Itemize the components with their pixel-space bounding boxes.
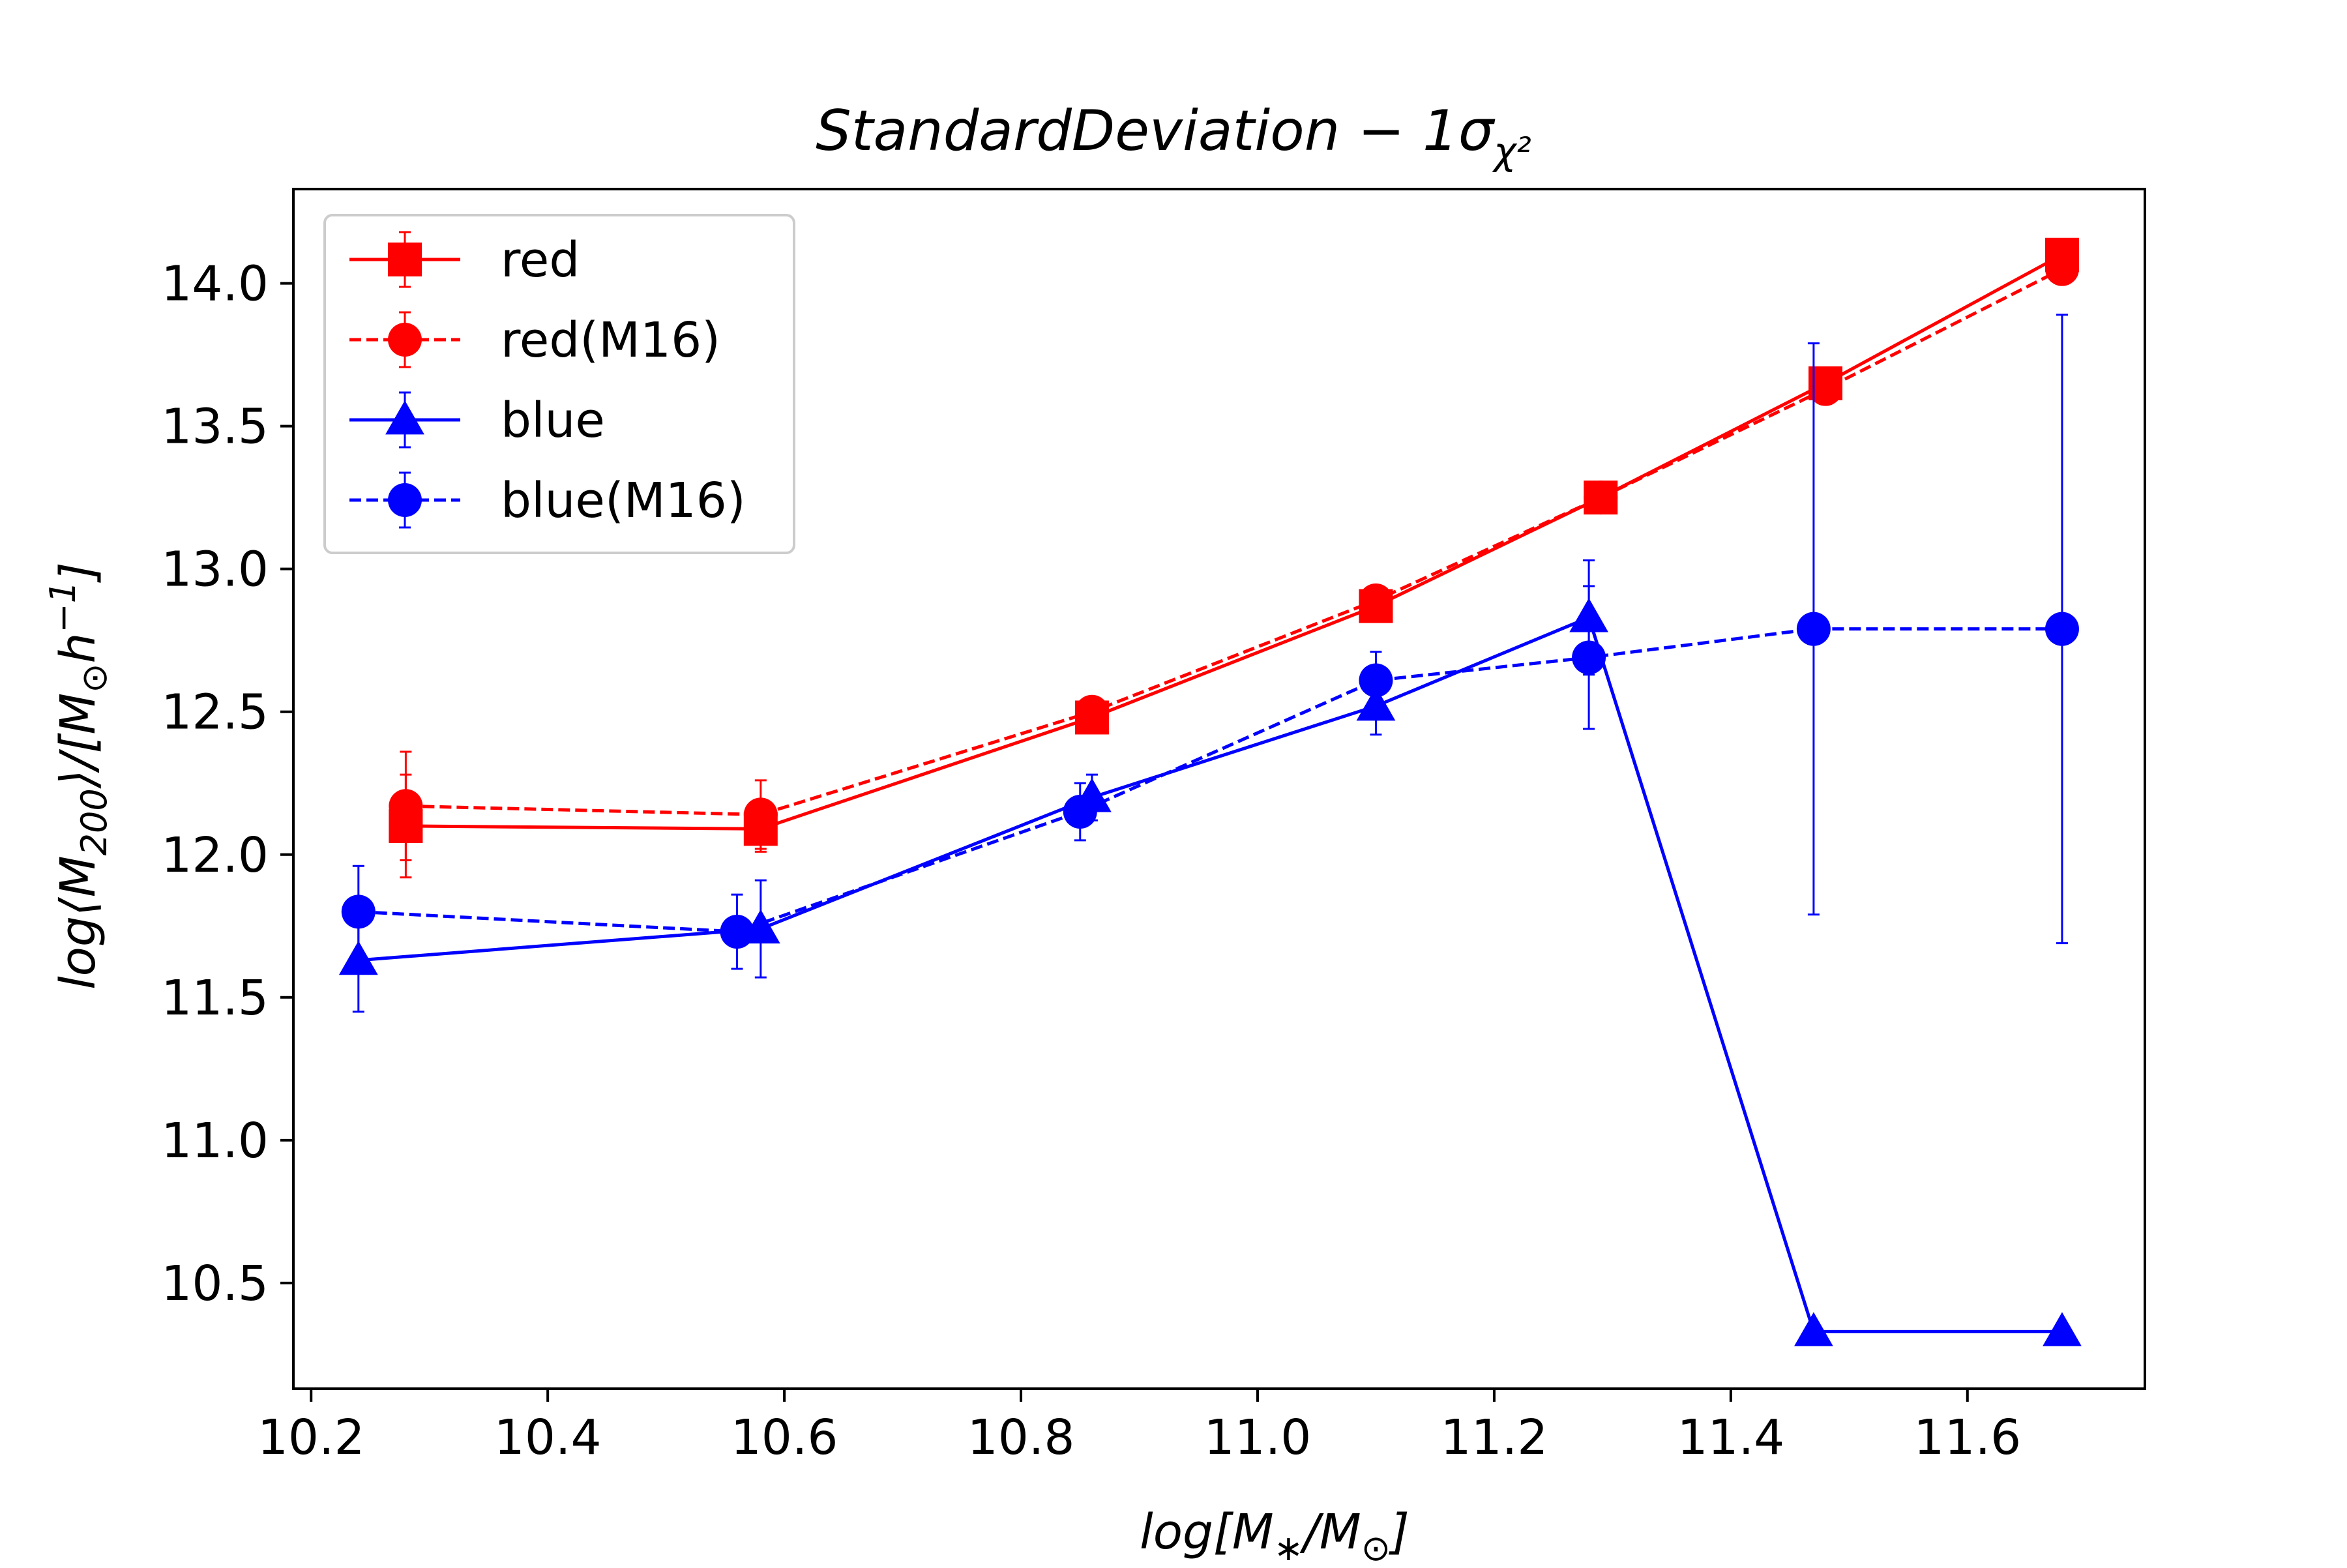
data-point: [389, 789, 423, 823]
y-tick-label: 14.0: [161, 256, 269, 312]
data-point: [720, 915, 754, 949]
y-tick-label: 11.5: [161, 970, 269, 1026]
data-point: [341, 895, 376, 929]
legend-entry: red(M16): [349, 311, 720, 368]
data-point: [2044, 612, 2079, 646]
ticks-layer: 10.2 10.4 10.6 10.8 11.0 11.2 11.4 11.6 10.5 11.0…: [161, 256, 2021, 1466]
axes-frame: [292, 188, 2146, 1390]
y-axis-label: log⟨M200⟩/[M⊙h−1]: [42, 562, 115, 990]
x-tick-label: 10.6: [731, 1410, 838, 1466]
y-tick-label: 12.5: [161, 685, 269, 741]
y-tick-label: 12.0: [161, 827, 269, 883]
legend-marker: [388, 243, 422, 276]
data-point: [1808, 372, 1843, 406]
legend-label: red(M16): [501, 312, 720, 368]
data-point: [1359, 583, 1393, 617]
series-layer: [338, 237, 2082, 1346]
x-tick-label: 10.4: [494, 1410, 602, 1466]
data-point: [743, 797, 778, 832]
x-tick-label: 10.8: [967, 1410, 1075, 1466]
x-tick-label: 10.2: [258, 1410, 365, 1466]
data-point: [1359, 663, 1393, 698]
y-tick-label: 10.5: [161, 1256, 269, 1312]
legend-entry: blue: [349, 391, 605, 449]
legend: red red(M16) blue blue(M16): [323, 214, 795, 554]
data-point: [1074, 694, 1109, 729]
legend-entry: red: [349, 231, 580, 288]
x-tick-label: 11.2: [1441, 1410, 1548, 1466]
series-red-m16-: [389, 252, 2079, 862]
data-point: [2043, 1312, 2082, 1346]
legend-label: red: [501, 232, 580, 288]
legend-box: [323, 214, 795, 554]
legend-marker: [388, 483, 422, 517]
data-point: [2044, 252, 2079, 286]
data-point: [1793, 1312, 1833, 1346]
y-tick-label: 11.0: [161, 1113, 269, 1169]
data-point: [1584, 481, 1618, 515]
x-axis-label: log[M∗/M⊙]: [1140, 1504, 1410, 1565]
data-point: [1572, 640, 1606, 675]
data-point: [1796, 612, 1831, 646]
chart-title: StandardDeviation − 1σχ²: [816, 98, 1531, 173]
data-point: [1063, 795, 1097, 829]
x-tick-label: 11.6: [1913, 1410, 2021, 1466]
legend-label: blue(M16): [501, 473, 746, 529]
legend-entry: blue(M16): [349, 471, 746, 529]
series-blue-m16-: [341, 314, 2079, 970]
x-tick-label: 11.0: [1204, 1410, 1312, 1466]
y-tick-label: 13.5: [161, 399, 269, 455]
x-tick-label: 11.4: [1677, 1410, 1784, 1466]
y-tick-label: 13.0: [161, 542, 269, 598]
legend-label: blue: [501, 392, 605, 449]
legend-marker: [385, 400, 424, 435]
legend-marker: [388, 323, 422, 357]
